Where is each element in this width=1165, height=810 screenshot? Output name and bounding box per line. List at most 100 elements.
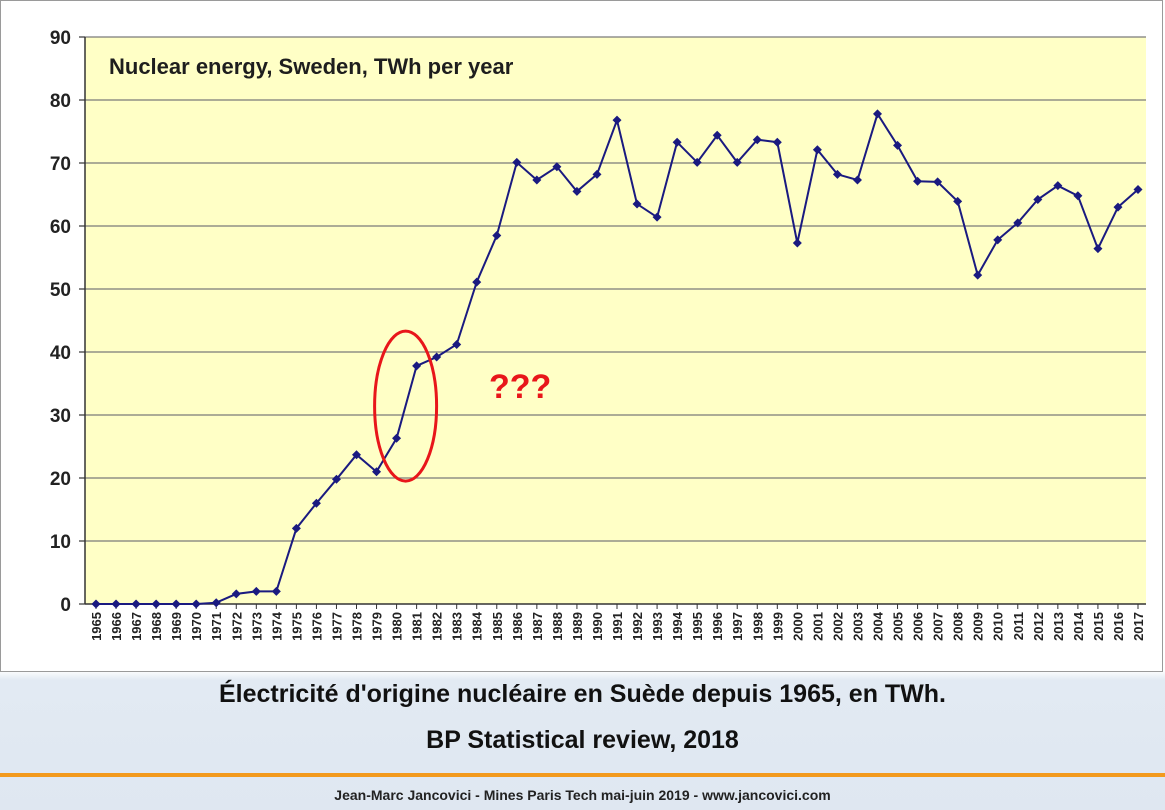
data-point-1998 <box>752 135 762 145</box>
x-tick-label-1995: 1995 <box>690 612 705 641</box>
data-point-1995 <box>692 157 702 167</box>
data-point-1981 <box>412 361 422 371</box>
data-point-1980 <box>392 433 402 443</box>
x-tick-label-1993: 1993 <box>650 612 665 641</box>
x-tick-label-1980: 1980 <box>390 612 405 641</box>
data-point-1968 <box>151 599 161 609</box>
x-tick-label-1973: 1973 <box>249 612 264 641</box>
x-tick-label-2013: 2013 <box>1051 612 1066 641</box>
x-tick-label-2002: 2002 <box>830 612 845 641</box>
y-tick-label-70: 70 <box>50 154 71 175</box>
data-point-1971 <box>211 598 221 608</box>
data-point-1976 <box>311 498 321 508</box>
data-point-1993 <box>652 212 662 222</box>
data-point-1969 <box>171 599 181 609</box>
data-point-1989 <box>572 186 582 196</box>
x-tick-label-1981: 1981 <box>410 612 425 641</box>
x-tick-label-1968: 1968 <box>149 612 164 641</box>
data-point-2013 <box>1053 181 1063 191</box>
data-point-2001 <box>812 145 822 155</box>
x-tick-label-1979: 1979 <box>370 612 385 641</box>
y-tick-label-10: 10 <box>50 532 71 553</box>
x-tick-label-2016: 2016 <box>1111 612 1126 641</box>
x-tick-label-1978: 1978 <box>350 612 365 641</box>
data-point-2005 <box>893 140 903 150</box>
x-tick-label-1976: 1976 <box>309 612 324 641</box>
question-marks-annotation: ??? <box>489 368 551 406</box>
x-tick-label-2015: 2015 <box>1091 612 1106 641</box>
data-point-2010 <box>993 235 1003 245</box>
data-point-1994 <box>672 137 682 147</box>
data-point-2016 <box>1113 202 1123 212</box>
data-point-1992 <box>632 199 642 209</box>
data-point-1999 <box>772 137 782 147</box>
data-point-2000 <box>792 238 802 248</box>
x-axis-tick-labels: 1965 1966 1967 1968 1969 1970 1971 1972 1973 1974… <box>89 611 1146 641</box>
x-tick-label-1983: 1983 <box>450 612 465 641</box>
x-tick-label-1996: 1996 <box>710 612 725 641</box>
data-point-2009 <box>973 270 983 280</box>
x-tick-label-1971: 1971 <box>209 612 224 641</box>
highlight-ellipse-1980-1981 <box>373 329 439 483</box>
data-point-1988 <box>552 162 562 172</box>
nuclear-energy-line-chart: 0 10 20 30 40 50 60 70 80 90 1965 1966 1967 1968 1969… <box>50 28 1146 641</box>
data-point-2017 <box>1133 184 1143 194</box>
data-point-markers <box>91 109 1143 609</box>
data-point-2014 <box>1073 191 1083 201</box>
x-tick-label-1975: 1975 <box>289 612 304 641</box>
x-tick-label-2004: 2004 <box>871 611 886 641</box>
data-point-1967 <box>131 599 141 609</box>
x-tick-label-2007: 2007 <box>931 612 946 641</box>
caption-title: Électricité d'origine nucléaire en Suède… <box>219 680 946 708</box>
data-point-1982 <box>432 352 442 362</box>
y-tick-label-40: 40 <box>50 343 71 364</box>
gridlines <box>79 36 1146 609</box>
x-tick-label-1972: 1972 <box>229 612 244 641</box>
x-tick-label-1970: 1970 <box>189 612 204 641</box>
x-tick-label-1982: 1982 <box>430 612 445 641</box>
data-point-1991 <box>612 115 622 125</box>
x-tick-label-1967: 1967 <box>129 612 144 641</box>
y-axis-tick-labels: 0 10 20 30 40 50 60 70 80 90 <box>50 28 71 616</box>
x-tick-label-2003: 2003 <box>850 612 865 641</box>
plot-area <box>85 37 1146 604</box>
chart-title: Nuclear energy, Sweden, TWh per year <box>109 54 514 79</box>
data-point-1984 <box>472 277 482 287</box>
data-point-2002 <box>832 169 842 179</box>
x-tick-label-1966: 1966 <box>109 612 124 641</box>
footer-rule <box>0 773 1165 777</box>
footer-credit: Jean-Marc Jancovici - Mines Paris Tech m… <box>334 787 831 803</box>
data-point-1966 <box>111 599 121 609</box>
x-tick-label-1990: 1990 <box>590 612 605 641</box>
x-tick-label-2010: 2010 <box>991 612 1006 641</box>
data-point-2015 <box>1093 244 1103 254</box>
y-tick-label-20: 20 <box>50 469 71 490</box>
x-tick-label-2017: 2017 <box>1131 612 1146 641</box>
data-point-1972 <box>231 589 241 599</box>
data-point-2003 <box>852 175 862 185</box>
data-point-1990 <box>592 169 602 179</box>
x-tick-label-1977: 1977 <box>329 612 344 641</box>
y-tick-label-80: 80 <box>50 91 71 112</box>
chart-frame: 0 10 20 30 40 50 60 70 80 90 1965 1966 1967 1968 1969… <box>0 0 1163 672</box>
x-tick-label-1985: 1985 <box>490 612 505 641</box>
data-point-2008 <box>953 196 963 206</box>
data-point-1979 <box>372 467 382 477</box>
data-point-1973 <box>251 586 261 596</box>
x-tick-label-2006: 2006 <box>911 612 926 641</box>
data-point-2004 <box>873 109 882 119</box>
x-tick-label-1989: 1989 <box>570 612 585 641</box>
x-tick-label-1991: 1991 <box>610 612 625 641</box>
data-point-1986 <box>512 157 522 167</box>
x-tick-label-2014: 2014 <box>1071 611 1086 641</box>
data-point-1997 <box>732 157 742 167</box>
x-tick-label-2008: 2008 <box>951 612 966 641</box>
data-point-1996 <box>712 130 722 140</box>
x-tick-label-2000: 2000 <box>790 612 805 641</box>
data-point-1978 <box>352 450 361 460</box>
x-tick-label-1988: 1988 <box>550 612 565 641</box>
y-tick-label-50: 50 <box>50 280 71 301</box>
x-tick-label-1994: 1994 <box>670 611 685 641</box>
data-point-1983 <box>452 339 462 349</box>
data-point-2007 <box>933 177 943 187</box>
